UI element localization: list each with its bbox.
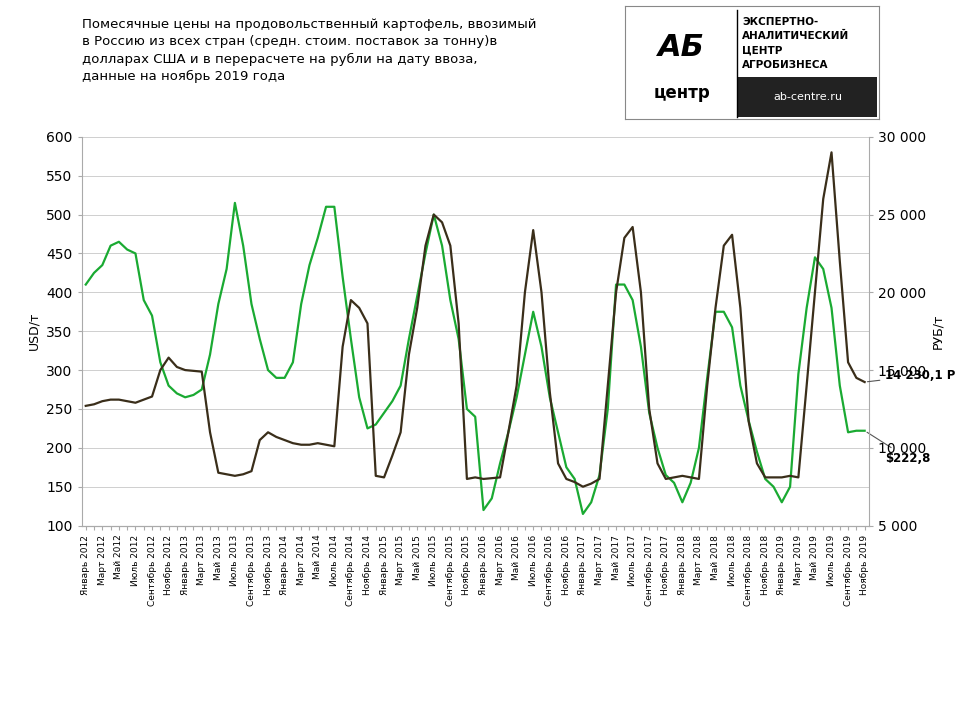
- Text: центр: центр: [653, 84, 710, 102]
- Y-axis label: USD/т: USD/т: [28, 312, 40, 351]
- Text: Помесячные цены на продовольственный картофель, ввозимый: Помесячные цены на продовольственный кар…: [82, 18, 536, 31]
- Text: 14 230,1 Р: 14 230,1 Р: [868, 369, 956, 382]
- Text: АНАЛИТИЧЕСКИЙ: АНАЛИТИЧЕСКИЙ: [742, 31, 850, 41]
- Text: ЦЕНТР: ЦЕНТР: [742, 45, 782, 55]
- Text: АБ: АБ: [659, 33, 705, 62]
- Text: данные на ноябрь 2019 года: данные на ноябрь 2019 года: [82, 70, 285, 83]
- Text: ЭКСПЕРТНО-: ЭКСПЕРТНО-: [742, 17, 818, 27]
- Text: АГРОБИЗНЕСА: АГРОБИЗНЕСА: [742, 60, 828, 70]
- Text: в Россию из всех стран (средн. стоим. поставок за тонну)в: в Россию из всех стран (средн. стоим. по…: [82, 35, 497, 48]
- Text: долларах США и в перерасчете на рубли на дату ввоза,: долларах США и в перерасчете на рубли на…: [82, 53, 477, 66]
- Y-axis label: РУБ/т: РУБ/т: [931, 313, 945, 349]
- Text: ab-centre.ru: ab-centre.ru: [774, 92, 842, 102]
- Text: $222,8: $222,8: [867, 432, 931, 465]
